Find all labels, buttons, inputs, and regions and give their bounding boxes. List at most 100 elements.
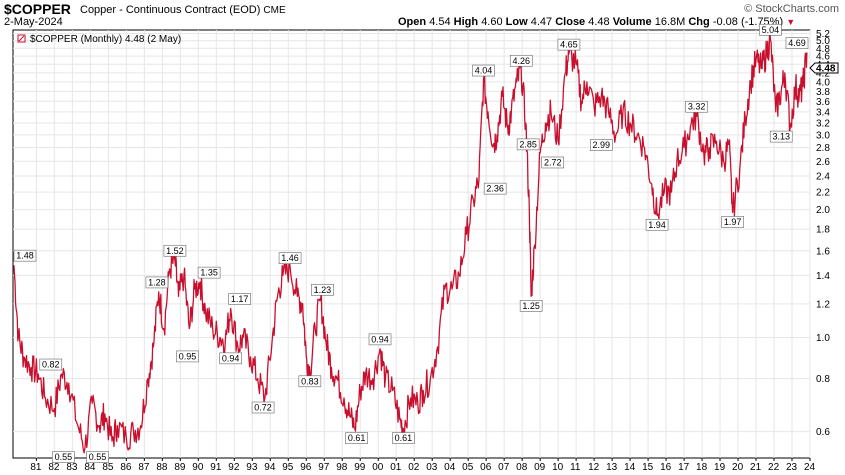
y-tick-label: 5.2: [816, 29, 830, 40]
x-tick-label: 23: [786, 462, 798, 473]
annotation-label: 0.61: [395, 433, 413, 443]
annotation-label: 0.83: [301, 376, 319, 386]
x-tick-label: 02: [408, 462, 420, 473]
x-tick-label: 01: [390, 462, 402, 473]
low-value: 4.47: [530, 16, 553, 28]
annotation-label: 3.32: [688, 102, 706, 112]
annotation-box: [483, 182, 507, 195]
open-value: 4.54: [429, 16, 451, 28]
annotation-label: 1.25: [522, 301, 540, 311]
annotation-label: 0.61: [348, 433, 366, 443]
x-tick-label: 95: [282, 462, 294, 473]
instrument-name-text: Copper - Continuous Contract (EOD): [80, 4, 261, 16]
annotation-box: [759, 23, 782, 36]
annotation-label: 1.97: [724, 217, 742, 227]
x-tick-label: 17: [678, 462, 690, 473]
y-tick-label: 4.8: [816, 44, 830, 55]
quote-summary: Open 4.54 High 4.60 Low 4.47 Close 4.48 …: [398, 16, 795, 28]
x-tick-label: 15: [642, 462, 654, 473]
annotation-box: [516, 138, 540, 151]
x-tick-label: 83: [66, 462, 78, 473]
x-tick-label: 84: [84, 462, 96, 473]
annotation-label: 0.94: [222, 353, 240, 363]
annotation-box: [86, 451, 109, 463]
x-tick-label: 20: [732, 462, 744, 473]
volume-value: 16.8M: [654, 16, 686, 28]
annotation-box: [13, 249, 37, 262]
x-tick-label: 18: [696, 462, 708, 473]
chg-label: Chg: [688, 16, 710, 28]
annotation-label: 1.52: [166, 246, 184, 256]
y-tick-label: 0.6: [816, 427, 830, 438]
high-value: 4.60: [481, 16, 503, 28]
annotation-box: [645, 218, 669, 231]
annotation-box: [298, 375, 322, 388]
annotation-label: 0.55: [89, 452, 107, 462]
annotation-box: [519, 300, 543, 312]
annotation-box: [197, 266, 221, 279]
y-tick-label: 3.4: [816, 107, 830, 118]
x-tick-label: 88: [156, 462, 168, 473]
y-tick-label: 3.6: [816, 97, 830, 108]
annotation-box: [392, 432, 415, 444]
annotation-box: [311, 283, 334, 296]
annotation-label: 1.23: [314, 285, 332, 295]
annotation-box: [228, 293, 251, 305]
legend-swatch-line: [18, 35, 25, 42]
last-value-marker: 4.48: [809, 62, 839, 75]
x-tick-label: 16: [660, 462, 672, 473]
x-tick-label: 11: [570, 462, 581, 473]
annotation-box: [509, 54, 533, 67]
quote-date: 2-May-2024: [4, 16, 63, 28]
annotation-box: [685, 100, 708, 113]
y-tick-label: 3.0: [816, 130, 830, 141]
x-tick-label: 99: [354, 462, 366, 473]
annotation-box: [721, 216, 744, 228]
low-label: Low: [505, 16, 528, 28]
exchange-label: CME: [263, 5, 286, 16]
y-tick-label: 1.6: [816, 246, 830, 257]
x-tick-label: 91: [210, 462, 222, 473]
y-tick-label: 4.6: [816, 52, 830, 63]
annotation-box: [590, 139, 613, 151]
annotation-label: 0.95: [179, 351, 197, 361]
annotation-label: 2.72: [544, 157, 562, 167]
y-tick-label: 2.4: [816, 172, 830, 183]
symbol-title: $COPPER: [4, 1, 71, 17]
brand-watermark: © StockCharts.com: [744, 3, 839, 15]
annotation-label: 2.99: [593, 140, 611, 150]
close-value: 4.48: [588, 16, 610, 28]
annotation-label: 0.94: [371, 334, 389, 344]
annotation-box: [251, 401, 275, 414]
annotation-label: 2.85: [519, 139, 537, 149]
x-tick-label: 24: [804, 462, 816, 473]
legend: $COPPER (Monthly) 4.48 (2 May): [17, 34, 181, 45]
annotation-label: 5.04: [762, 25, 780, 35]
y-tick-label: 1.8: [816, 225, 830, 236]
y-tick-label: 1.4: [816, 271, 830, 282]
annotation-label: 0.55: [55, 452, 73, 462]
x-tick-label: 08: [516, 462, 528, 473]
annotation-label: 4.26: [512, 56, 530, 66]
x-tick-label: 19: [714, 462, 726, 473]
annotation-box: [345, 432, 368, 444]
annotation-label: 1.35: [200, 268, 218, 278]
x-tick-label: 04: [444, 462, 456, 473]
annotation-label: 3.13: [772, 132, 790, 142]
annotation-label: 0.72: [254, 403, 272, 413]
annotation-box: [176, 350, 199, 363]
annotation-box: [278, 252, 302, 264]
annotations: 1.48 0.82 0.55 0.55 1.28 1.52 0.95 1.35 0.94 1.17…: [13, 23, 809, 463]
x-tick-label: 10: [552, 462, 564, 473]
x-tick-label: 14: [624, 462, 636, 473]
annotation-label: 1.28: [148, 277, 166, 287]
annotation-box: [541, 156, 565, 169]
y-tick-label: 1.0: [816, 333, 830, 344]
annotation-box: [769, 130, 793, 143]
x-tick-label: 90: [192, 462, 204, 473]
y-tick-label: 2.0: [816, 205, 830, 216]
annotation-label: 2.36: [486, 184, 504, 194]
annotation-box: [39, 358, 63, 371]
annotation-label: 4.04: [475, 66, 493, 76]
